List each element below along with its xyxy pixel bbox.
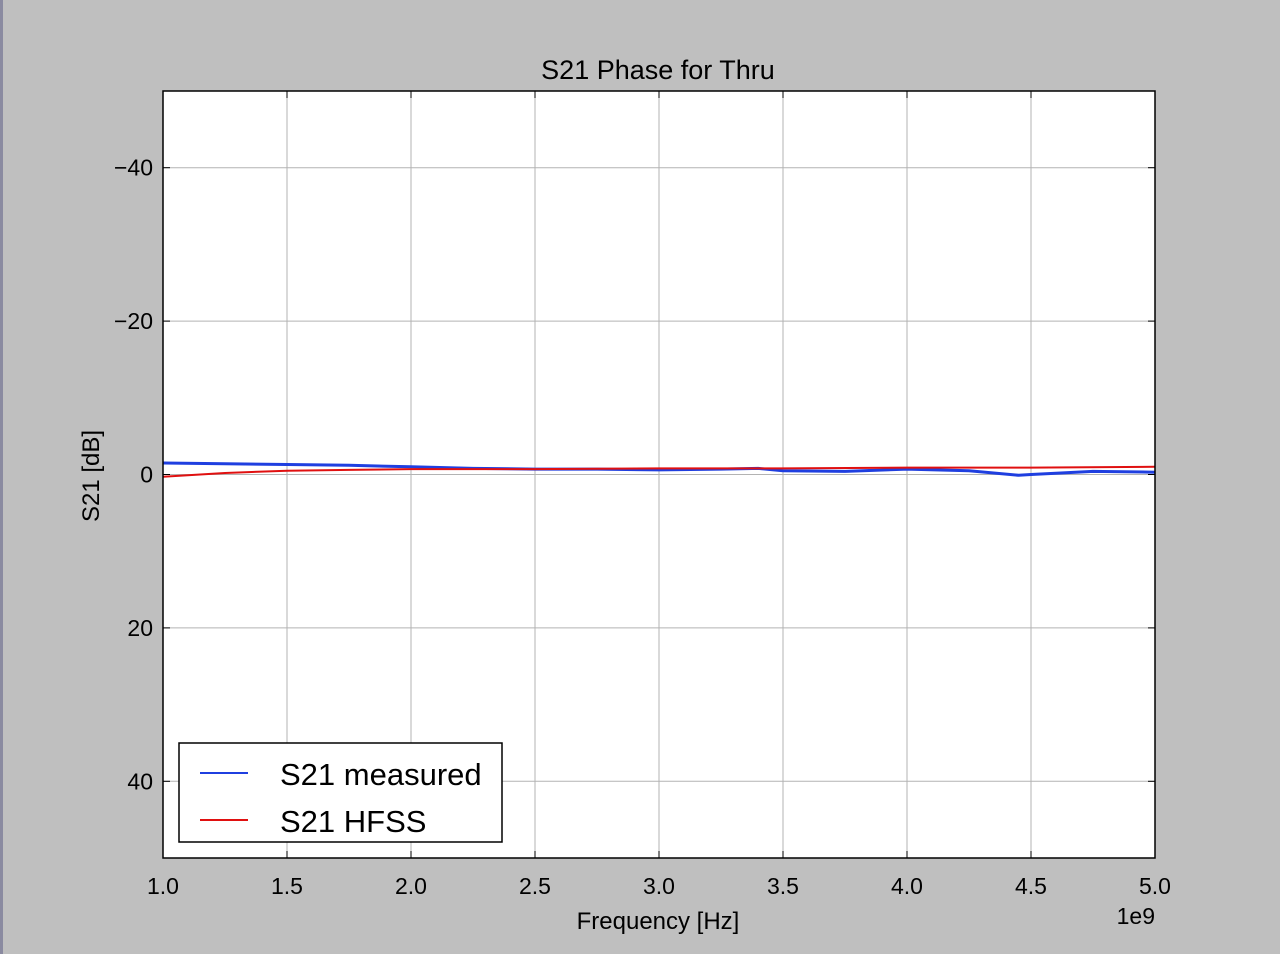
chart-title: S21 Phase for Thru	[541, 55, 775, 85]
x-tick-label: 2.0	[395, 873, 427, 899]
x-tick-label: 1.5	[271, 873, 303, 899]
y-axis-label: S21 [dB]	[78, 430, 105, 522]
series-layer	[162, 461, 1156, 478]
x-axis-label: Frequency [Hz]	[577, 908, 740, 935]
x-tick-label: 3.5	[767, 873, 799, 899]
axis-ticks	[162, 91, 1156, 858]
window-edge	[0, 0, 3, 954]
legend-box	[178, 742, 503, 843]
y-tick-label: −40	[114, 155, 153, 181]
x-tick-label: 2.5	[519, 873, 551, 899]
y-tick-label: 40	[127, 768, 153, 794]
x-tick-label: 4.0	[891, 873, 923, 899]
grid-lines	[163, 91, 1155, 858]
x-tick-label: 5.0	[1139, 873, 1171, 899]
y-tick-label: 20	[127, 615, 153, 641]
x-tick-labels: 1.0 1.5 2.0 2.5 3.0 3.5 4.0 4.5 5.0	[147, 873, 1171, 899]
series-line-hfss	[162, 465, 1156, 478]
legend-label-hfss: S21 HFSS	[280, 804, 426, 839]
y-tick-label: 0	[140, 462, 153, 488]
y-tick-label: −20	[114, 308, 153, 334]
x-tick-label: 4.5	[1015, 873, 1047, 899]
legend: S21 measured S21 HFSS	[178, 742, 503, 843]
x-offset-label: 1e9	[1117, 903, 1155, 929]
y-tick-labels: −40 −20 0 20 40	[114, 155, 153, 795]
legend-label-measured: S21 measured	[280, 757, 482, 792]
x-tick-label: 3.0	[643, 873, 675, 899]
x-tick-label: 1.0	[147, 873, 179, 899]
